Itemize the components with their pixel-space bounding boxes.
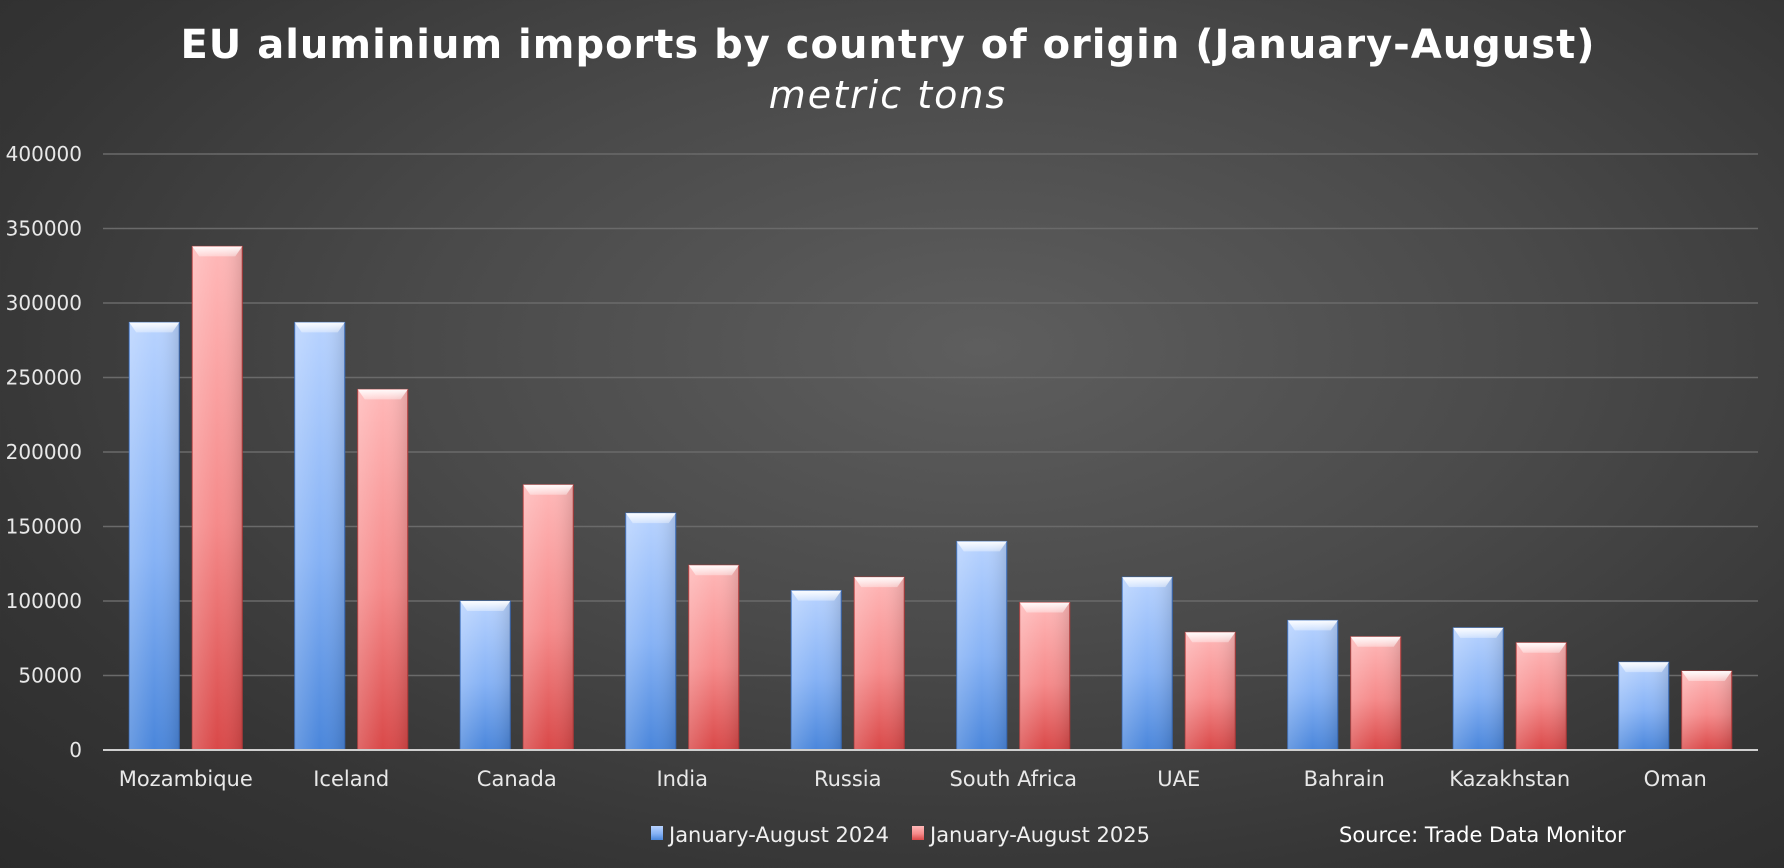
bar-2024 xyxy=(128,321,180,751)
x-axis-categories: Mozambique Iceland Canada India Russia South … xyxy=(119,767,1707,791)
bar-cap xyxy=(1122,577,1173,588)
bar-cap xyxy=(1453,627,1504,638)
bar-shade xyxy=(791,590,842,750)
bar-cap xyxy=(1019,602,1070,613)
bar-cap xyxy=(129,322,180,333)
bar-2025 xyxy=(1681,670,1733,751)
bar-shade xyxy=(460,601,511,750)
bar-cap xyxy=(460,601,511,611)
bar-2025 xyxy=(522,484,574,751)
legend-label-2024: January-August 2024 xyxy=(667,823,889,847)
bar-shade xyxy=(1681,671,1732,750)
bar-cap xyxy=(688,565,739,576)
bar-2024 xyxy=(625,512,677,751)
bar-2024 xyxy=(956,540,1008,751)
bar-cap xyxy=(1185,632,1236,643)
bar-cap xyxy=(294,322,345,333)
bar-shade xyxy=(1287,620,1338,750)
bar-shade xyxy=(129,322,180,750)
bar-shade xyxy=(1516,642,1567,750)
y-tick-label: 100000 xyxy=(6,589,82,613)
x-category-label: Mozambique xyxy=(119,767,253,791)
bar-2025 xyxy=(1350,636,1402,751)
bar-2024 xyxy=(1287,619,1339,751)
bar-cap xyxy=(523,484,574,495)
legend-item-2025: January-August 2025 xyxy=(912,823,1150,847)
bar-shade xyxy=(1618,662,1669,750)
bar-2025 xyxy=(357,388,409,751)
y-tick-label: 300000 xyxy=(6,291,82,315)
x-category-label: South Africa xyxy=(949,767,1077,791)
x-category-label: Russia xyxy=(814,767,882,791)
bars xyxy=(128,245,1733,751)
y-axis-ticks: 0 50000 100000 150000 200000 250000 300000 3500… xyxy=(6,142,82,762)
bar-cap xyxy=(625,513,676,524)
x-category-label: UAE xyxy=(1157,767,1200,791)
bar-shade xyxy=(192,246,243,750)
y-tick-label: 50000 xyxy=(18,664,82,688)
y-tick-label: 250000 xyxy=(6,366,82,390)
legend-swatch-2024 xyxy=(651,826,663,840)
x-category-label: Oman xyxy=(1644,767,1707,791)
y-tick-label: 150000 xyxy=(6,515,82,539)
x-category-label: India xyxy=(656,767,708,791)
bar-shade xyxy=(1453,627,1504,750)
y-tick-label: 0 xyxy=(69,738,82,762)
bar-2025 xyxy=(1019,601,1071,751)
bar-cap xyxy=(1287,620,1338,631)
source-note: Source: Trade Data Monitor xyxy=(1339,823,1626,847)
bar-cap xyxy=(1618,662,1669,673)
bar-2025 xyxy=(1184,631,1236,751)
x-category-label: Canada xyxy=(477,767,557,791)
bar-cap xyxy=(854,577,905,588)
bar-cap xyxy=(956,541,1007,552)
bar-2024 xyxy=(459,600,511,751)
y-tick-label: 200000 xyxy=(6,440,82,464)
bar-shade xyxy=(1185,632,1236,750)
bar-2024 xyxy=(1121,576,1173,751)
bar-shade xyxy=(1122,577,1173,750)
bar-2025 xyxy=(853,576,905,751)
bar-2024 xyxy=(1452,627,1504,751)
bar-shade xyxy=(956,541,1007,750)
legend-label-2025: January-August 2025 xyxy=(928,823,1150,847)
chart-title: EU aluminium imports by country of origi… xyxy=(180,22,1595,68)
bar-cap xyxy=(1516,642,1567,653)
bar-shade xyxy=(625,513,676,750)
bar-shade xyxy=(294,322,345,750)
x-category-label: Iceland xyxy=(313,767,389,791)
bar-cap xyxy=(791,590,842,601)
bar-shade xyxy=(357,389,408,750)
bar-shade xyxy=(688,565,739,750)
bar-shade xyxy=(1019,602,1070,750)
bar-2025 xyxy=(688,564,740,751)
bar-shade xyxy=(523,484,574,750)
bar-2025 xyxy=(191,245,243,751)
x-category-label: Bahrain xyxy=(1304,767,1385,791)
bar-2024 xyxy=(294,321,346,751)
bar-shade xyxy=(1350,636,1401,750)
bar-shade xyxy=(854,577,905,750)
bar-2024 xyxy=(1618,661,1670,751)
legend-swatch-2025 xyxy=(912,826,924,840)
bar-cap xyxy=(1350,636,1401,647)
bar-2025 xyxy=(1515,642,1567,751)
bar-2024 xyxy=(790,590,842,751)
legend: January-August 2024 January-August 2025 xyxy=(651,823,1150,847)
chart-subtitle: metric tons xyxy=(769,73,1007,117)
bar-cap xyxy=(192,246,243,257)
legend-item-2024: January-August 2024 xyxy=(651,823,889,847)
grid-lines xyxy=(103,153,1758,677)
bar-cap xyxy=(357,389,408,400)
y-tick-label: 400000 xyxy=(6,142,82,166)
y-tick-label: 350000 xyxy=(6,217,82,241)
x-category-label: Kazakhstan xyxy=(1449,767,1570,791)
bar-cap xyxy=(1681,671,1732,682)
